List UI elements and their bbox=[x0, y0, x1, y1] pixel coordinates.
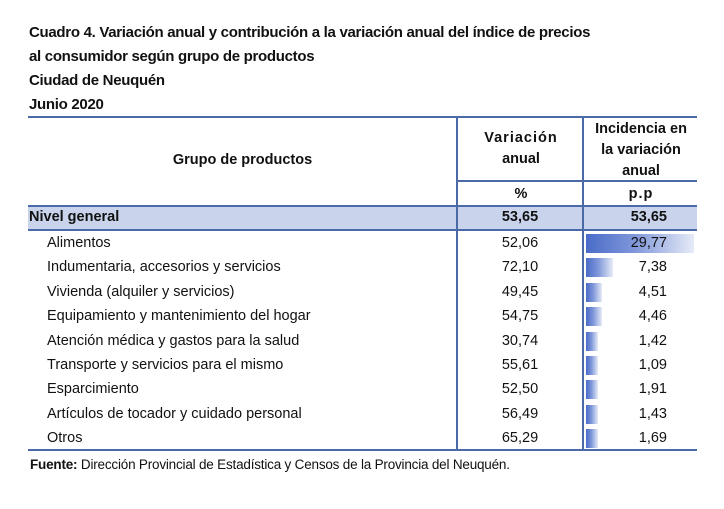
total-row-background bbox=[28, 206, 697, 230]
header-variation-unit: % bbox=[514, 186, 528, 202]
row-incidence-cell: 7,38 bbox=[585, 256, 697, 280]
incidence-data-bar bbox=[586, 404, 598, 424]
row-incidence-cell: 1,43 bbox=[585, 403, 697, 427]
header-subdivider bbox=[457, 180, 697, 182]
row-label: Esparcimiento bbox=[47, 381, 139, 398]
header-group: Grupo de productos bbox=[172, 152, 313, 168]
total-incidence: 53,65 bbox=[630, 209, 667, 225]
row-label: Atención médica y gastos para la salud bbox=[47, 332, 300, 349]
row-variation: 56,49 bbox=[501, 405, 539, 422]
row-incidence-cell: 4,46 bbox=[585, 305, 697, 329]
source-label: Fuente: bbox=[30, 457, 78, 472]
row-variation: 30,74 bbox=[501, 332, 539, 349]
incidence-data-bar bbox=[586, 282, 603, 302]
table-title: Cuadro 4. Variación anual y contribución… bbox=[29, 24, 591, 41]
incidence-data-bar bbox=[586, 429, 598, 449]
header-incidence-line: la variación bbox=[601, 142, 681, 158]
total-label: Nivel general bbox=[29, 209, 120, 225]
total-variation: 53,65 bbox=[501, 209, 539, 225]
row-incidence-cell: 1,09 bbox=[585, 354, 697, 378]
row-label: Alimentos bbox=[47, 235, 111, 251]
table-row: Alimentos 52,06 29,77 bbox=[28, 232, 697, 256]
row-label: Vivienda (alquiler y servicios) bbox=[47, 283, 235, 300]
table-row: Atención médica y gastos para la salud 30… bbox=[28, 330, 697, 354]
row-incidence: 1,91 bbox=[638, 381, 667, 398]
source-text: Dirección Provincial de Estadística y Ce… bbox=[77, 457, 510, 472]
column-divider bbox=[456, 116, 458, 451]
header-variation-line: anual bbox=[502, 151, 540, 167]
row-incidence: 7,38 bbox=[638, 259, 667, 276]
row-variation: 55,61 bbox=[501, 357, 539, 373]
table-top-border bbox=[28, 116, 697, 118]
header-variation: Variación anual bbox=[457, 128, 585, 170]
row-incidence: 29,77 bbox=[630, 235, 667, 251]
row-variation: 72,10 bbox=[501, 259, 539, 276]
row-incidence: 4,51 bbox=[638, 283, 667, 300]
table-title-continued: al consumidor según grupo de productos bbox=[29, 48, 315, 65]
row-incidence-cell: 1,69 bbox=[585, 427, 697, 451]
row-variation: 52,50 bbox=[501, 381, 539, 398]
table-row: Equipamiento y mantenimiento del hogar 54… bbox=[28, 305, 697, 329]
header-incidence-line: anual bbox=[622, 163, 660, 179]
table-location: Ciudad de Neuquén bbox=[29, 72, 165, 89]
table-row: Esparcimiento 52,50 1,91 bbox=[28, 378, 697, 402]
row-incidence: 1,42 bbox=[638, 332, 667, 349]
incidence-data-bar bbox=[586, 331, 598, 351]
source-note: Fuente: Dirección Provincial de Estadíst… bbox=[30, 457, 510, 472]
incidence-data-bar bbox=[586, 234, 694, 253]
incidence-data-bar bbox=[586, 307, 603, 327]
table-period: Junio 2020 bbox=[29, 96, 104, 113]
row-label: Equipamiento y mantenimiento del hogar bbox=[47, 308, 311, 325]
total-row-bottom-border bbox=[28, 229, 697, 231]
row-variation: 54,75 bbox=[501, 308, 539, 325]
incidence-data-bar bbox=[586, 258, 613, 278]
row-incidence-cell: 29,77 bbox=[585, 232, 697, 256]
row-incidence: 1,09 bbox=[638, 357, 667, 373]
incidence-data-bar bbox=[586, 356, 598, 375]
header-incidence-line: Incidencia en bbox=[595, 121, 687, 137]
column-divider bbox=[582, 116, 584, 451]
row-variation: 65,29 bbox=[501, 430, 539, 447]
row-label: Transporte y servicios para el mismo bbox=[47, 357, 284, 373]
header-bottom-border bbox=[28, 205, 697, 207]
total-incidence-cell: 53,65 bbox=[585, 206, 697, 230]
row-variation: 52,06 bbox=[501, 235, 539, 251]
row-incidence-cell: 1,42 bbox=[585, 330, 697, 354]
table-row: Otros 65,29 1,69 bbox=[28, 427, 697, 451]
table-row: Vivienda (alquiler y servicios) 49,45 4,51 bbox=[28, 281, 697, 305]
data-table: Grupo de productos Variación anual Incid… bbox=[28, 116, 697, 451]
table-row: Transporte y servicios para el mismo 55,6… bbox=[28, 354, 697, 378]
header-incidence: Incidencia en la variación anual bbox=[585, 119, 697, 182]
row-incidence: 4,46 bbox=[638, 308, 667, 325]
total-row: Nivel general 53,65 53,65 bbox=[28, 206, 697, 230]
row-variation: 49,45 bbox=[501, 283, 539, 300]
row-incidence-cell: 4,51 bbox=[585, 281, 697, 305]
row-incidence-cell: 1,91 bbox=[585, 378, 697, 402]
table-row: Artículos de tocador y cuidado personal 5… bbox=[28, 403, 697, 427]
row-incidence: 1,43 bbox=[638, 405, 667, 422]
header-variation-line: Variación bbox=[484, 130, 558, 146]
table-row: Indumentaria, accesorios y servicios 72,1… bbox=[28, 256, 697, 280]
row-label: Otros bbox=[47, 430, 83, 447]
incidence-data-bar bbox=[586, 380, 598, 400]
row-label: Artículos de tocador y cuidado personal bbox=[47, 405, 302, 422]
header-incidence-unit: p.p bbox=[628, 186, 654, 202]
row-label: Indumentaria, accesorios y servicios bbox=[47, 259, 281, 276]
table-bottom-border bbox=[28, 449, 697, 451]
row-incidence: 1,69 bbox=[638, 430, 667, 447]
